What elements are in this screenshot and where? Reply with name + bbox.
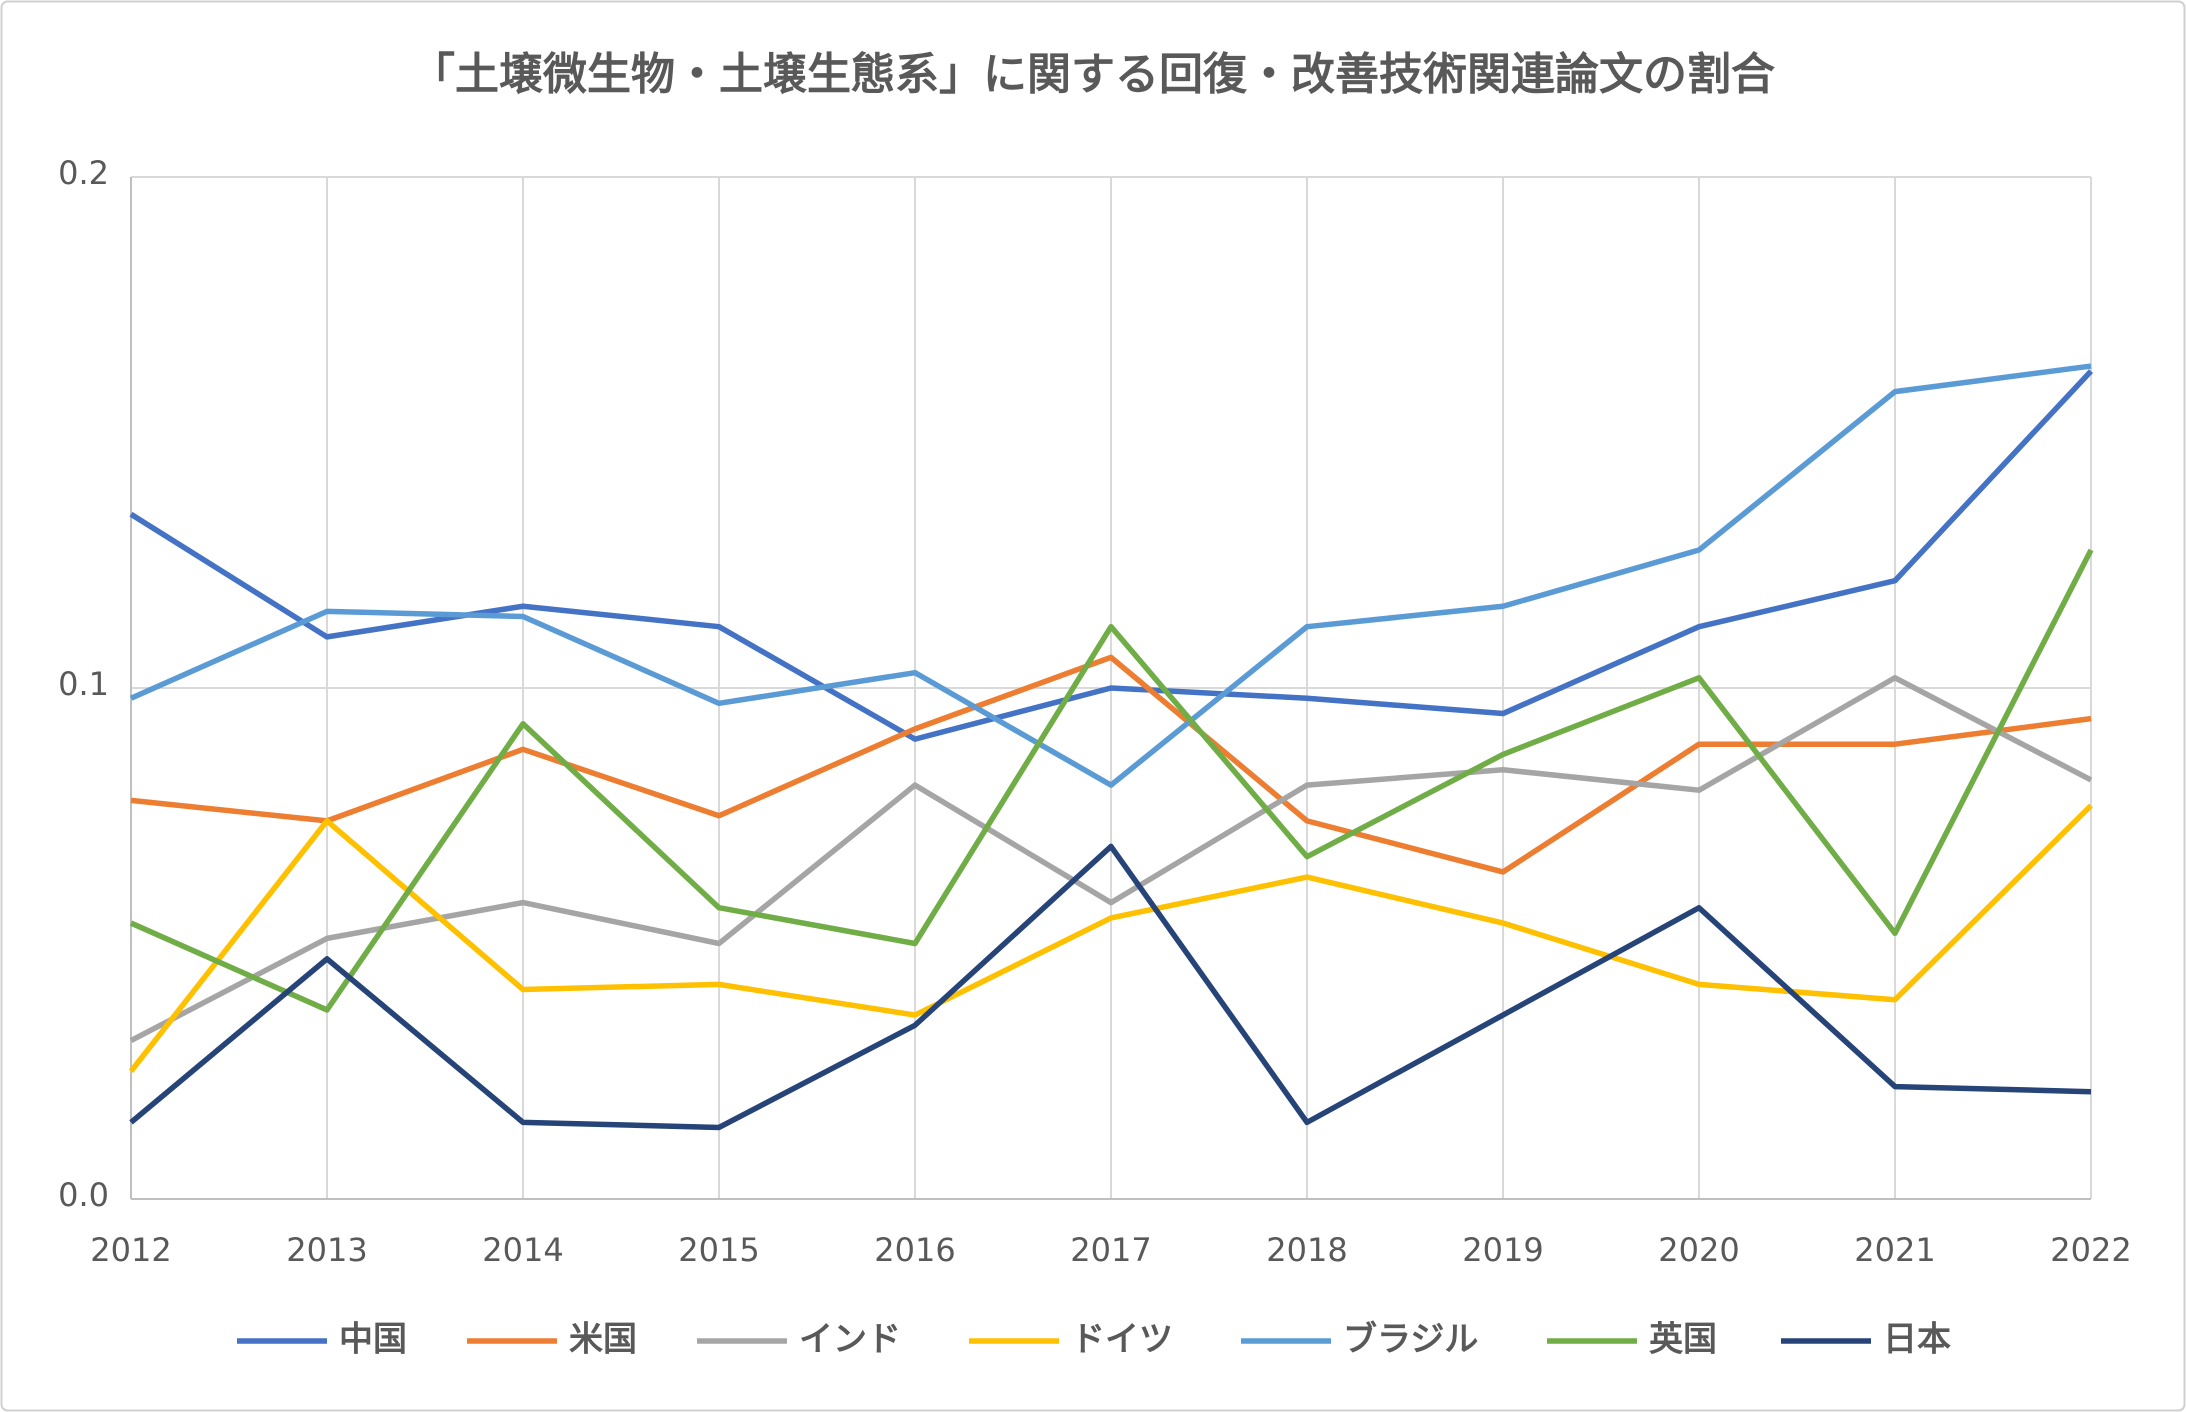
- legend-label: 日本: [1883, 1320, 1951, 1360]
- x-tick-label: 2015: [678, 1231, 759, 1269]
- x-tick-label: 2013: [286, 1231, 367, 1269]
- y-tick-label: 0.1: [58, 665, 109, 703]
- x-tick-label: 2019: [1462, 1231, 1543, 1269]
- legend-label: 英国: [1649, 1320, 1717, 1360]
- x-tick-label: 2018: [1266, 1231, 1347, 1269]
- x-tick-label: 2012: [90, 1231, 171, 1269]
- series-line: [129, 548, 2094, 1013]
- x-tick-label: 2016: [874, 1231, 955, 1269]
- legend-label: ブラジル: [1343, 1320, 1478, 1360]
- x-tick-label: 2020: [1658, 1231, 1739, 1269]
- series-line: [129, 363, 2092, 788]
- legend-label: インド: [799, 1320, 901, 1360]
- series-line: [128, 803, 2093, 1073]
- legend-label: 米国: [569, 1320, 637, 1360]
- legend-label: 中国: [339, 1320, 407, 1360]
- x-tick-label: 2022: [2050, 1231, 2131, 1269]
- x-tick-label: 2014: [482, 1231, 563, 1269]
- series-line: [130, 654, 2092, 875]
- y-tick-label: 0.2: [58, 154, 109, 192]
- x-tick-label: 2021: [1854, 1231, 1935, 1269]
- x-tick-label: 2017: [1070, 1231, 1151, 1269]
- y-tick-label: 0.0: [58, 1176, 109, 1214]
- series-line: [129, 843, 2092, 1131]
- chart-title: 「土壌微生物・土壌生態系」に関する回復・改善技術関連論文の割合: [411, 49, 1775, 100]
- legend-label: ドイツ: [1071, 1320, 1173, 1360]
- series-line: [129, 675, 2093, 1044]
